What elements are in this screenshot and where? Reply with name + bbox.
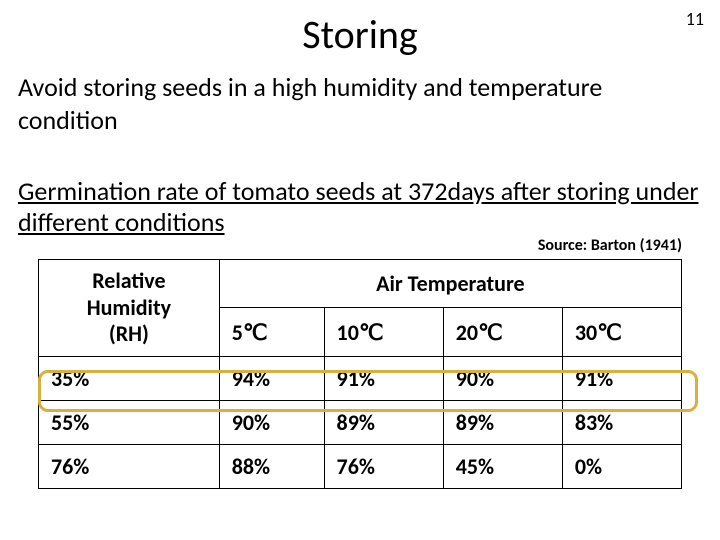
page-title: Storing [18,10,702,59]
rh-cell: 35% [39,356,220,400]
rh-cell: 76% [39,444,220,488]
value-cell: 89% [324,400,443,444]
value-cell: 94% [219,356,324,400]
value-cell: 90% [443,356,562,400]
rh-header-l2: Humidity [87,294,171,321]
air-temp-header: Air Temperature [219,260,681,308]
germination-table: Relative Humidity (RH) Air Temperature 5… [38,259,682,488]
value-cell: 91% [562,356,681,400]
value-cell: 76% [324,444,443,488]
table-row: 35% 94% 91% 90% 91% [39,356,682,400]
page-number: 11 [686,8,704,30]
rh-header: Relative Humidity (RH) [39,260,220,356]
table-row: 55% 90% 89% 89% 83% [39,400,682,444]
col-header: 30℃ [562,308,681,356]
table-row: 76% 88% 76% 45% 0% [39,444,682,488]
value-cell: 89% [443,400,562,444]
value-cell: 0% [562,444,681,488]
value-cell: 45% [443,444,562,488]
rh-header-l3: (RH) [109,320,149,347]
rh-header-l1: Relative [92,267,165,294]
table-source: Source: Barton (1941) [18,236,702,255]
value-cell: 91% [324,356,443,400]
col-header: 10℃ [324,308,443,356]
table-container: Relative Humidity (RH) Air Temperature 5… [18,259,702,488]
value-cell: 90% [219,400,324,444]
value-cell: 88% [219,444,324,488]
table-caption: Germination rate of tomato seeds at 372d… [18,176,702,238]
subtitle-text: Avoid storing seeds in a high humidity a… [18,71,702,136]
value-cell: 83% [562,400,681,444]
rh-cell: 55% [39,400,220,444]
col-header: 5℃ [219,308,324,356]
col-header: 20℃ [443,308,562,356]
